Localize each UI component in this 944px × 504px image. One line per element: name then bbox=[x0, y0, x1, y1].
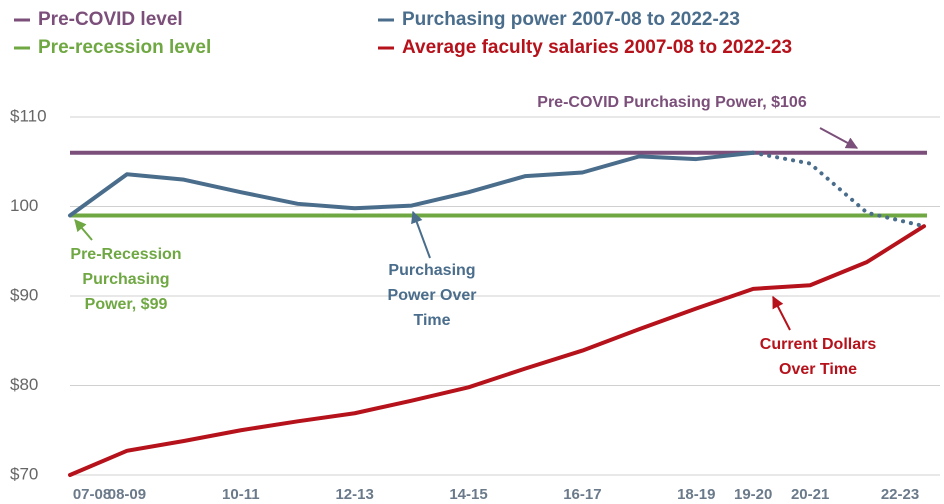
arrow bbox=[411, 210, 431, 259]
annotation: Purchasing bbox=[388, 262, 475, 279]
y-tick-label: $110 bbox=[10, 106, 47, 125]
x-tick-label: 20-21 bbox=[791, 486, 829, 503]
series-line-dotted bbox=[751, 150, 926, 229]
x-tick-label: 14-15 bbox=[449, 486, 487, 503]
legend-label: Purchasing power 2007-08 to 2022-23 bbox=[402, 9, 740, 30]
x-tick-label: 19-20 bbox=[734, 486, 772, 503]
marks bbox=[68, 150, 927, 477]
x-tick-label: 07-08 bbox=[73, 486, 111, 503]
annotation: Time bbox=[413, 312, 450, 329]
x-tick-label: 22-23 bbox=[881, 486, 919, 503]
arrow bbox=[819, 127, 859, 149]
series-line bbox=[68, 224, 926, 477]
annotation: Pre-COVID Purchasing Power, $106 bbox=[537, 94, 807, 111]
grid bbox=[70, 116, 940, 476]
arrow bbox=[74, 219, 93, 241]
x-tick-label: 10-11 bbox=[222, 486, 260, 503]
y-tick-label: $80 bbox=[10, 375, 38, 394]
y-tick-label: 100 bbox=[10, 196, 38, 215]
y-tick-label: $90 bbox=[10, 285, 38, 304]
annotation: Current Dollars bbox=[760, 336, 877, 353]
x-tick-label: 18-19 bbox=[677, 486, 715, 503]
annotation: Power Over bbox=[388, 287, 477, 304]
legend-label: Average faculty salaries 2007-08 to 2022… bbox=[402, 37, 792, 58]
legend-label: Pre-COVID level bbox=[38, 9, 183, 30]
annotation: Over Time bbox=[779, 361, 857, 378]
annotation: Purchasing bbox=[82, 271, 169, 288]
series-line bbox=[68, 150, 756, 218]
x-tick-label: 16-17 bbox=[563, 486, 601, 503]
annotation: Power, $99 bbox=[85, 296, 168, 313]
y-tick-label: $70 bbox=[10, 464, 38, 483]
x-tick-label: 08-09 bbox=[108, 486, 146, 503]
annotation: Pre-Recession bbox=[70, 246, 181, 263]
x-tick-label: 12-13 bbox=[335, 486, 373, 503]
legend-label: Pre-recession level bbox=[38, 37, 211, 58]
arrow bbox=[772, 295, 791, 331]
